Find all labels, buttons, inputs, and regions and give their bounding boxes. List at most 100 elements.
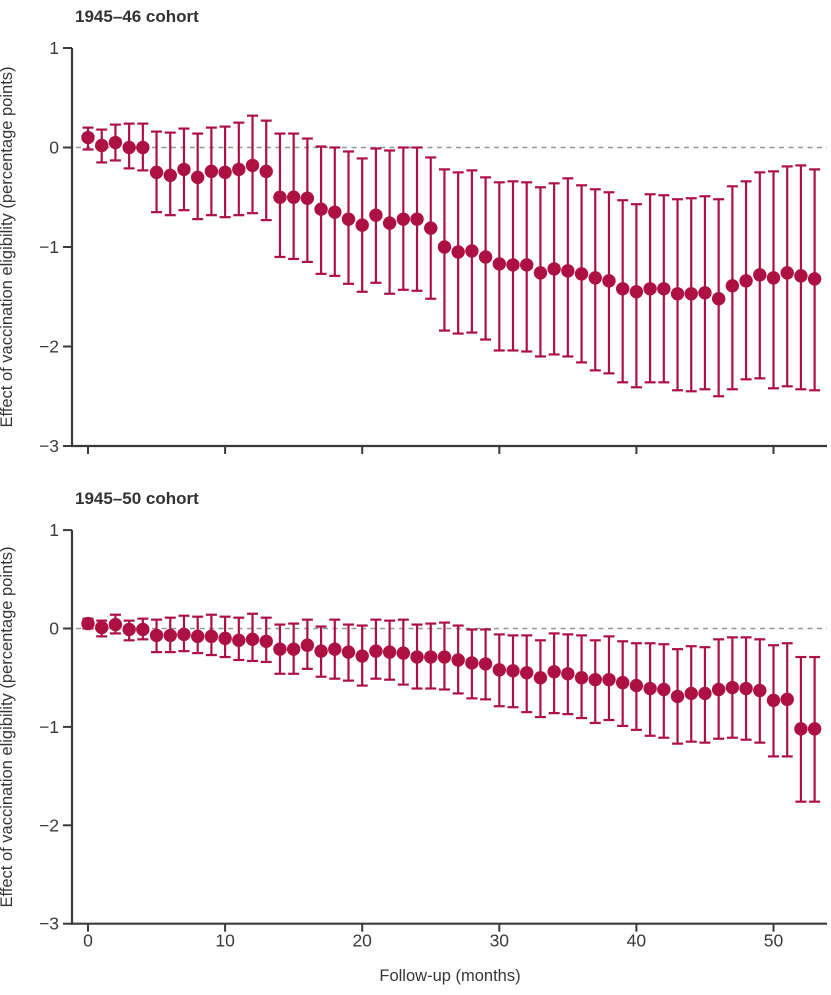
data-point xyxy=(698,286,712,300)
data-point xyxy=(629,285,644,299)
error-bar-month-44 xyxy=(684,197,698,393)
x-tick-label: 50 xyxy=(764,931,784,951)
error-bar-month-22 xyxy=(382,149,397,295)
error-bar-month-8 xyxy=(190,615,205,655)
error-bar-month-15 xyxy=(286,622,301,675)
error-bar-month-37 xyxy=(588,639,602,725)
y-tick-label: −3 xyxy=(39,914,59,934)
data-point xyxy=(328,642,342,656)
data-point xyxy=(396,212,411,226)
error-bar-month-36 xyxy=(574,634,589,720)
error-bar-month-21 xyxy=(369,147,383,284)
data-point xyxy=(122,140,136,155)
y-tick-label: 1 xyxy=(49,520,59,540)
data-point xyxy=(190,629,205,644)
data-point xyxy=(95,620,109,635)
data-point xyxy=(643,282,657,296)
data-point xyxy=(451,653,465,667)
x-axis: 0 10 20 30 40 50 xyxy=(71,922,827,951)
data-point xyxy=(533,266,548,280)
error-bar-month-10 xyxy=(218,615,232,659)
data-point xyxy=(355,649,369,663)
error-bar-month-37 xyxy=(588,188,602,372)
error-bar-month-42 xyxy=(657,643,671,739)
data-point xyxy=(506,258,520,272)
error-bar-month-8 xyxy=(190,132,205,221)
data-point xyxy=(780,692,794,707)
data-point xyxy=(108,617,123,632)
error-bar-month-41 xyxy=(643,642,657,737)
error-bar-month-1 xyxy=(95,619,109,638)
data-point xyxy=(232,162,246,177)
data-point xyxy=(602,672,616,687)
error-bar-month-49 xyxy=(753,171,767,380)
error-bar-month-34 xyxy=(547,182,561,356)
data-point xyxy=(81,616,95,631)
data-point xyxy=(273,190,287,204)
data-point xyxy=(273,642,287,656)
error-bar-month-13 xyxy=(259,616,273,664)
data-point xyxy=(314,644,328,658)
error-bar-month-16 xyxy=(300,618,315,670)
error-bar-month-11 xyxy=(232,616,246,662)
error-bar-month-4 xyxy=(136,617,150,641)
data-point xyxy=(711,292,726,306)
error-bar-month-19 xyxy=(341,623,356,682)
error-bar-month-6 xyxy=(163,616,177,654)
data-point xyxy=(424,650,438,664)
error-bar-month-38 xyxy=(602,635,616,722)
error-bar-month-40 xyxy=(629,203,644,389)
y-tick-label: 1 xyxy=(49,38,59,58)
error-bar-month-32 xyxy=(520,181,534,353)
error-bar-month-47 xyxy=(725,185,740,391)
data-point xyxy=(149,165,164,180)
data-point xyxy=(615,282,630,296)
data-point xyxy=(341,212,356,226)
data-point xyxy=(437,240,452,254)
data-point xyxy=(341,645,356,659)
error-bar-month-51 xyxy=(780,165,794,388)
error-bar-month-51 xyxy=(780,642,794,758)
error-bar-month-50 xyxy=(766,644,781,758)
error-bar-month-7 xyxy=(177,127,191,212)
data-point xyxy=(561,264,575,278)
data-point xyxy=(355,218,369,232)
error-bar-month-39 xyxy=(615,199,630,384)
data-point xyxy=(794,269,808,283)
data-point xyxy=(547,665,561,679)
data-point xyxy=(396,646,411,660)
data-point xyxy=(95,138,109,153)
panel-title-top: 1945–46 cohort xyxy=(75,7,199,26)
error-bar-month-14 xyxy=(273,132,287,259)
error-bar-month-35 xyxy=(561,177,575,358)
data-point xyxy=(177,627,191,642)
y-axis-label-bottom: Effect of vaccination eligibility (perce… xyxy=(0,546,16,907)
error-bar-month-5 xyxy=(149,618,164,654)
data-point xyxy=(780,266,794,280)
error-bar-month-43 xyxy=(670,648,685,745)
error-bar-month-21 xyxy=(369,618,383,680)
data-point xyxy=(520,666,534,680)
error-bar-month-20 xyxy=(355,157,369,293)
error-bar-month-45 xyxy=(698,646,712,744)
error-bar-month-29 xyxy=(478,176,493,341)
data-point xyxy=(711,682,726,697)
error-bar-month-33 xyxy=(533,186,548,358)
y-tick-label: −1 xyxy=(39,237,59,257)
error-bar-month-53 xyxy=(807,655,822,803)
x-axis-label: Follow-up (months) xyxy=(379,967,520,985)
error-bar-month-9 xyxy=(204,613,219,657)
data-point xyxy=(807,722,822,736)
error-bar-month-48 xyxy=(739,636,753,741)
error-bar-month-30 xyxy=(492,181,506,352)
error-bar-month-6 xyxy=(163,131,177,217)
data-point xyxy=(698,686,712,701)
error-bar-month-18 xyxy=(328,146,342,277)
data-point xyxy=(410,212,424,226)
data-point xyxy=(629,678,644,693)
data-point xyxy=(766,693,781,708)
data-point xyxy=(204,164,219,179)
error-bar-month-12 xyxy=(245,612,260,663)
data-point xyxy=(506,664,520,678)
